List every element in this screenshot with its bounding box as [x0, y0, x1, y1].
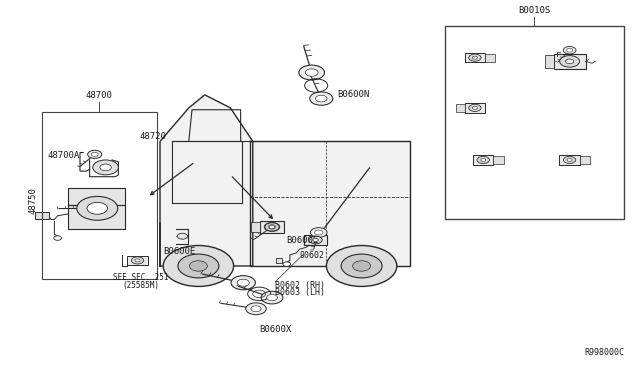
Circle shape	[472, 106, 477, 109]
Circle shape	[309, 236, 322, 244]
Circle shape	[477, 156, 490, 164]
Circle shape	[231, 276, 255, 290]
Text: 48700A: 48700A	[47, 151, 79, 160]
Circle shape	[189, 261, 207, 271]
Text: 90602: 90602	[300, 251, 325, 260]
Circle shape	[246, 303, 266, 315]
Circle shape	[472, 56, 477, 59]
Circle shape	[163, 246, 234, 286]
Circle shape	[177, 233, 188, 239]
Circle shape	[566, 59, 573, 64]
Bar	[305, 235, 326, 245]
Circle shape	[261, 291, 283, 304]
Circle shape	[251, 306, 261, 312]
Bar	[554, 54, 586, 69]
Text: 48750: 48750	[28, 187, 37, 214]
Text: (25585M): (25585M)	[122, 281, 159, 290]
Bar	[251, 222, 260, 232]
Circle shape	[92, 205, 103, 211]
Polygon shape	[160, 95, 253, 266]
Bar	[35, 212, 49, 219]
Circle shape	[91, 153, 99, 156]
Text: B0600E: B0600E	[286, 236, 318, 245]
Circle shape	[131, 257, 144, 264]
Circle shape	[267, 295, 278, 301]
Circle shape	[326, 246, 397, 286]
Text: B0602 (RH): B0602 (RH)	[275, 281, 325, 290]
Bar	[276, 258, 282, 263]
Circle shape	[313, 238, 318, 241]
Bar	[545, 55, 554, 68]
Circle shape	[100, 164, 111, 171]
Bar	[127, 256, 148, 265]
Circle shape	[566, 48, 573, 52]
Circle shape	[87, 202, 108, 214]
Circle shape	[468, 54, 481, 61]
Circle shape	[353, 261, 371, 271]
Polygon shape	[68, 188, 125, 205]
Circle shape	[264, 222, 280, 231]
Circle shape	[268, 225, 276, 229]
Bar	[559, 155, 580, 165]
Circle shape	[77, 196, 118, 220]
Text: B0600X: B0600X	[259, 326, 291, 334]
Text: B0010S: B0010S	[518, 6, 550, 15]
Circle shape	[316, 95, 327, 102]
Text: B0600N: B0600N	[337, 90, 369, 99]
Bar	[493, 156, 504, 164]
Circle shape	[54, 236, 61, 240]
Text: R998000C: R998000C	[584, 348, 624, 357]
Bar	[465, 53, 485, 62]
Circle shape	[269, 225, 275, 228]
Circle shape	[299, 65, 324, 80]
Bar	[473, 155, 493, 165]
Bar	[445, 26, 624, 219]
Text: B0600E: B0600E	[163, 247, 195, 256]
Bar	[485, 54, 495, 62]
Bar	[42, 112, 157, 279]
Circle shape	[559, 55, 580, 67]
Circle shape	[310, 228, 327, 237]
Polygon shape	[250, 141, 410, 266]
Circle shape	[563, 156, 576, 164]
Circle shape	[315, 230, 323, 235]
Circle shape	[88, 150, 102, 158]
Bar	[580, 156, 590, 164]
Text: B0603 (LH): B0603 (LH)	[275, 288, 325, 297]
Circle shape	[563, 46, 576, 54]
Circle shape	[481, 158, 486, 161]
Circle shape	[178, 254, 219, 278]
Circle shape	[567, 158, 572, 161]
Circle shape	[310, 92, 333, 105]
Text: SEE SEC. 251: SEE SEC. 251	[113, 273, 168, 282]
Circle shape	[265, 223, 279, 231]
Circle shape	[237, 279, 250, 286]
Bar	[260, 221, 284, 232]
Text: 48720: 48720	[140, 132, 166, 141]
Circle shape	[468, 104, 481, 112]
Circle shape	[135, 259, 140, 262]
Circle shape	[283, 262, 291, 266]
Text: 48700: 48700	[86, 92, 113, 100]
Circle shape	[93, 160, 118, 175]
Polygon shape	[68, 205, 125, 229]
Circle shape	[86, 202, 108, 215]
Circle shape	[305, 69, 318, 76]
Circle shape	[341, 254, 382, 278]
Bar	[456, 104, 465, 112]
Bar	[465, 103, 485, 113]
